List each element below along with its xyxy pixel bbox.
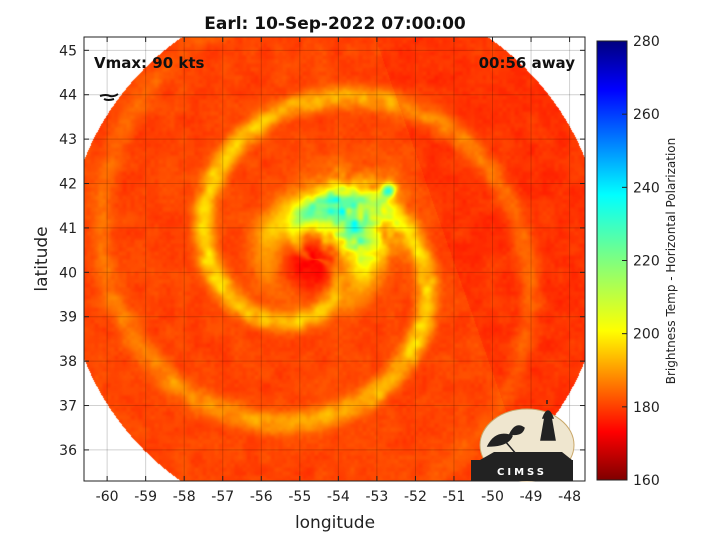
logo-text: CIMSS xyxy=(497,467,547,478)
cimss-logo: CIMSS xyxy=(471,400,575,482)
y-tick-label: 41 xyxy=(59,221,77,237)
coastline-fragment xyxy=(99,93,119,101)
colorbar-label: Brightness Temp - Horizontal Polarizatio… xyxy=(664,138,678,385)
colorbar-tick-label: 180 xyxy=(633,400,660,416)
y-tick-label: 37 xyxy=(59,399,77,415)
x-tick-label: -54 xyxy=(327,489,350,505)
vmax-annotation: Vmax: 90 kts xyxy=(94,54,204,72)
grid-lines xyxy=(84,37,585,481)
logo-building xyxy=(480,452,572,460)
y-tick-label: 45 xyxy=(59,43,77,59)
y-tick-label: 38 xyxy=(59,354,77,370)
colorbar-tick-label: 160 xyxy=(633,473,660,489)
colorbar-tick-label: 260 xyxy=(633,107,660,123)
x-tick-label: -58 xyxy=(173,489,196,505)
x-tick-label: -59 xyxy=(134,489,157,505)
y-axis-label: latitude xyxy=(32,226,52,291)
colorbar-tick-label: 220 xyxy=(633,254,660,270)
y-tick-label: 36 xyxy=(59,443,77,459)
y-tick-label: 44 xyxy=(59,88,77,104)
logo-banner xyxy=(471,460,573,481)
x-tick-label: -55 xyxy=(288,489,311,505)
logo-water-tower-icon xyxy=(540,400,556,441)
y-tick-label: 40 xyxy=(59,265,77,281)
colorbar-tick-label: 200 xyxy=(633,327,660,343)
colorbar-tick-label: 280 xyxy=(633,34,660,50)
x-tick-label: -60 xyxy=(96,489,119,505)
swath-image xyxy=(84,37,585,481)
brightness-temp-swath xyxy=(84,37,585,481)
x-tick-label: -52 xyxy=(404,489,427,505)
x-tick-label: -57 xyxy=(211,489,234,505)
colorbar-tick-label: 240 xyxy=(633,180,660,196)
x-tick-label: -51 xyxy=(443,489,466,505)
x-tick-label: -53 xyxy=(365,489,388,505)
y-axis-ticks: 36 37 38 39 40 41 42 43 44 45 xyxy=(59,43,585,459)
x-tick-label: -50 xyxy=(481,489,504,505)
x-tick-label: -48 xyxy=(558,489,581,505)
x-tick-label: -56 xyxy=(250,489,273,505)
y-tick-label: 43 xyxy=(59,132,77,148)
x-tick-label: -49 xyxy=(520,489,543,505)
time-away-annotation: 00:56 away xyxy=(479,54,576,72)
y-tick-label: 39 xyxy=(59,310,77,326)
colorbar-ticks: 160 180 200 220 240 260 280 xyxy=(622,34,660,489)
plot-frame xyxy=(83,36,586,482)
chart-title: Earl: 10-Sep-2022 07:00:00 xyxy=(204,14,466,34)
x-axis-label: longitude xyxy=(295,513,375,533)
y-tick-label: 42 xyxy=(59,177,77,193)
